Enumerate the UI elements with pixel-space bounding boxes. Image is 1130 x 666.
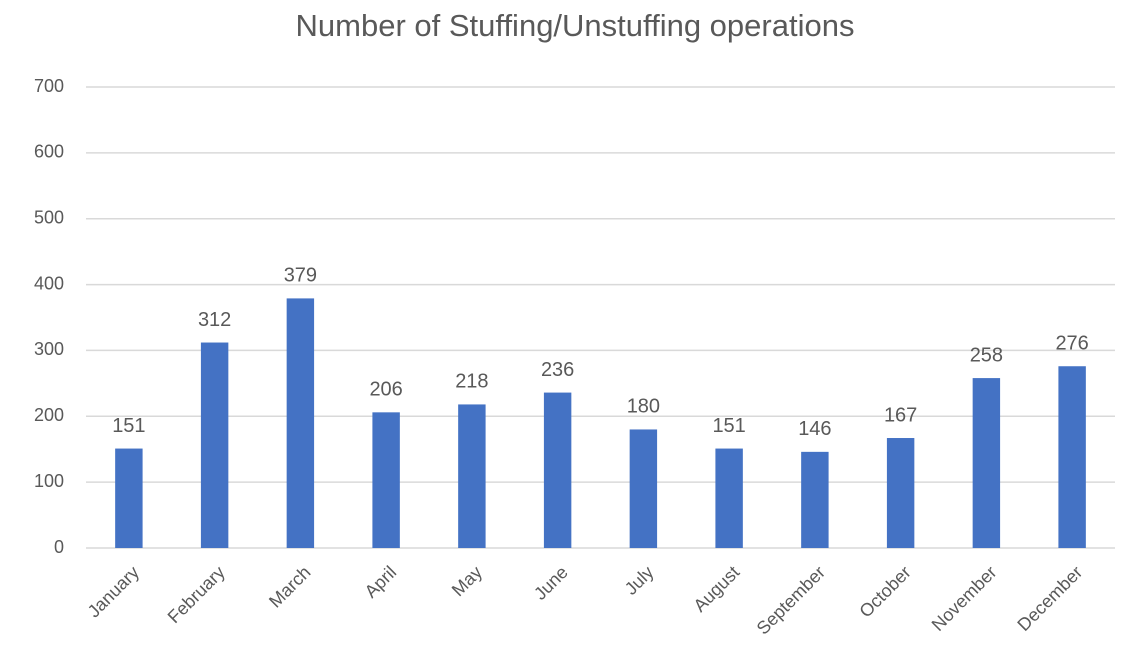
data-label: 146 (798, 418, 831, 440)
x-tick-label: November (928, 562, 1001, 635)
x-tick-label: March (265, 562, 315, 612)
data-label: 258 (970, 344, 1003, 366)
chart-title: Number of Stuffing/Unstuffing operations (296, 8, 855, 43)
data-label: 276 (1055, 333, 1088, 355)
x-tick-label: February (164, 562, 229, 627)
data-label: 206 (369, 379, 402, 401)
bar (886, 438, 915, 548)
y-tick-label: 300 (34, 339, 64, 359)
bar (458, 404, 486, 548)
bar (286, 298, 315, 548)
y-tick-label: 0 (54, 537, 64, 557)
data-label: 218 (455, 371, 488, 393)
x-tick-label: October (855, 562, 914, 621)
y-tick-label: 600 (34, 142, 64, 162)
data-label: 236 (541, 359, 574, 381)
bar (543, 392, 572, 548)
data-label: 151 (712, 415, 745, 437)
y-tick-label: 500 (34, 207, 64, 227)
x-tick-label: April (361, 562, 401, 602)
x-tick-label: June (530, 562, 572, 604)
bar (972, 378, 1001, 548)
x-tick-label: May (448, 562, 486, 600)
y-tick-label: 100 (34, 471, 64, 491)
data-label: 151 (112, 415, 145, 437)
y-tick-label: 700 (34, 76, 64, 96)
y-tick-label: 400 (34, 273, 64, 293)
bar (801, 451, 829, 548)
x-tick-label: September (753, 562, 829, 638)
bar (200, 342, 229, 548)
data-label: 180 (627, 396, 660, 418)
x-tick-label: August (690, 562, 744, 616)
x-tick-label: December (1013, 562, 1086, 635)
data-label: 312 (198, 309, 231, 331)
bar (115, 448, 143, 548)
bar (1058, 366, 1086, 548)
bar (629, 429, 658, 548)
x-tick-label: January (84, 562, 143, 621)
data-label: 379 (284, 265, 317, 287)
bar (372, 412, 400, 548)
data-label: 167 (884, 404, 917, 426)
x-tick-label: July (621, 562, 658, 599)
y-tick-label: 200 (34, 405, 64, 425)
bar (715, 448, 743, 548)
